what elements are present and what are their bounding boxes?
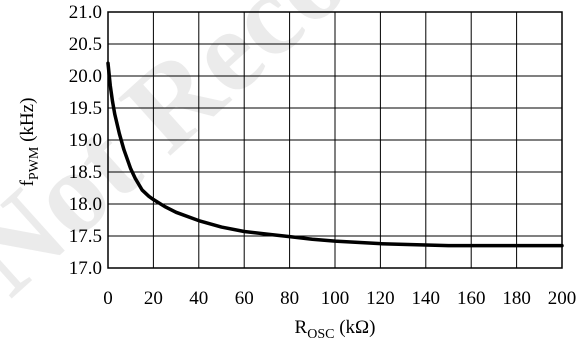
x-tick-label: 200 [548,288,577,309]
x-axis-label-main: R [295,317,308,338]
x-axis-label-unit: (kΩ) [334,317,375,338]
x-tick-label: 100 [321,288,350,309]
x-tick-label: 60 [235,288,254,309]
y-axis-label-sub: PWM [27,146,42,180]
x-tick-label: 20 [144,288,163,309]
x-tick-label: 40 [189,288,208,309]
y-tick-label: 19.0 [69,130,102,151]
y-axis-label-unit: (kHz) [17,98,38,147]
x-tick-label: 180 [502,288,531,309]
series-line [106,61,564,248]
y-tick-label: 20.0 [69,66,102,87]
y-tick-label: 21.0 [69,2,102,23]
y-axis-label-main: f [17,179,38,186]
x-tick-labels: 0 20 40 60 80 100 120 140 160 180 200 [103,288,576,309]
y-tick-label: 17.0 [69,258,102,279]
x-axis-label: ROSC (kΩ) [295,317,376,342]
y-axis-label: fPWM (kHz) [17,98,42,187]
y-tick-label: 18.0 [69,194,102,215]
x-tick-label: 140 [412,288,441,309]
y-tick-label: 17.5 [69,226,102,247]
series-layer [106,61,564,248]
y-tick-label: 20.5 [69,34,102,55]
y-tick-label: 19.5 [69,98,102,119]
x-tick-label: 160 [457,288,486,309]
x-tick-label: 120 [366,288,395,309]
plot-frame [107,11,563,269]
x-tick-label: 0 [103,288,113,309]
x-tick-label: 80 [280,288,299,309]
y-tick-label: 18.5 [69,162,102,183]
x-axis-label-sub: OSC [307,327,334,342]
y-tick-labels: 17.0 17.5 18.0 18.5 19.0 19.5 20.0 20.5 21.0 [69,2,102,279]
